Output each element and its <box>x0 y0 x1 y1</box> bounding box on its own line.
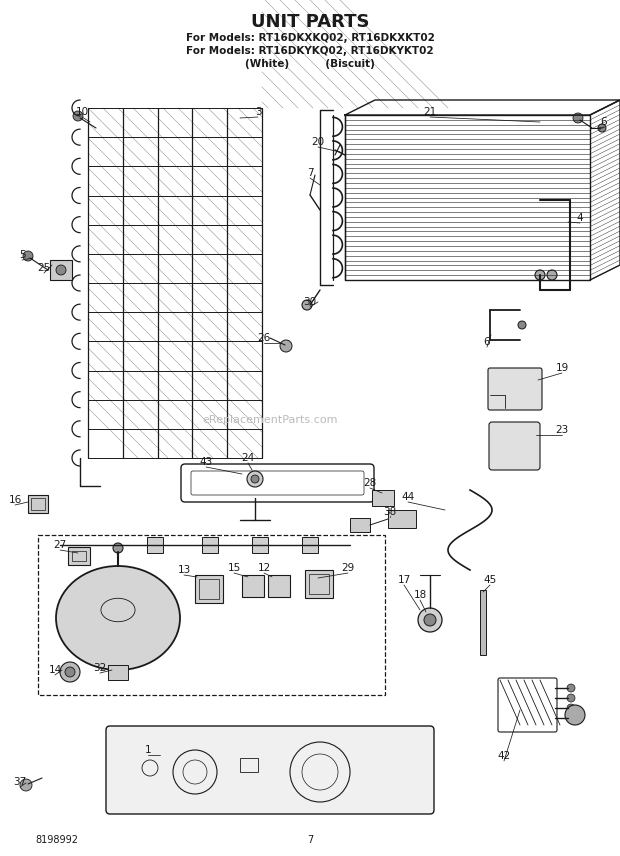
Text: 43: 43 <box>200 457 213 467</box>
Bar <box>480 590 486 655</box>
Text: 13: 13 <box>177 565 190 575</box>
Text: 25: 25 <box>37 263 51 273</box>
Circle shape <box>65 667 75 677</box>
Text: 42: 42 <box>497 751 511 761</box>
Circle shape <box>60 662 80 682</box>
FancyBboxPatch shape <box>488 368 542 410</box>
Text: 6: 6 <box>601 117 608 127</box>
Bar <box>388 510 416 528</box>
Ellipse shape <box>56 566 180 670</box>
Bar <box>31 498 45 510</box>
Bar <box>68 547 90 565</box>
Bar <box>305 570 333 598</box>
Text: 38: 38 <box>383 507 397 517</box>
Text: 29: 29 <box>342 563 355 573</box>
Bar <box>268 575 290 597</box>
Text: UNIT PARTS: UNIT PARTS <box>250 13 370 31</box>
Circle shape <box>418 608 442 632</box>
Text: 12: 12 <box>257 563 270 573</box>
Bar <box>309 574 329 594</box>
Circle shape <box>518 321 526 329</box>
Text: 37: 37 <box>14 777 27 787</box>
Circle shape <box>20 779 32 791</box>
Bar <box>202 537 218 553</box>
Bar <box>350 518 370 532</box>
Circle shape <box>56 265 66 275</box>
Text: 20: 20 <box>311 137 324 147</box>
Circle shape <box>567 684 575 692</box>
Text: 23: 23 <box>556 425 569 435</box>
Bar <box>345 115 590 280</box>
FancyBboxPatch shape <box>489 422 540 470</box>
Circle shape <box>247 471 263 487</box>
Bar <box>38 535 385 695</box>
Text: 1: 1 <box>144 745 151 755</box>
Text: For Models: RT16DKXKQ02, RT16DKXKT02: For Models: RT16DKXKQ02, RT16DKXKT02 <box>185 33 435 43</box>
Circle shape <box>565 705 585 725</box>
Bar <box>72 551 86 561</box>
Circle shape <box>547 270 557 280</box>
Text: 21: 21 <box>423 107 436 117</box>
Text: 7: 7 <box>307 168 313 178</box>
Text: 19: 19 <box>556 363 569 373</box>
Bar <box>240 758 258 772</box>
Circle shape <box>567 704 575 712</box>
Text: 44: 44 <box>401 492 415 502</box>
Bar <box>50 260 72 280</box>
Circle shape <box>535 270 545 280</box>
Text: 10: 10 <box>76 107 89 117</box>
FancyBboxPatch shape <box>106 726 434 814</box>
Text: eReplacementParts.com: eReplacementParts.com <box>202 415 338 425</box>
Circle shape <box>567 714 575 722</box>
Bar <box>252 537 268 553</box>
Text: For Models: RT16DKYKQ02, RT16DKYKT02: For Models: RT16DKYKQ02, RT16DKYKT02 <box>186 46 434 56</box>
Text: 30: 30 <box>303 297 317 307</box>
Text: 26: 26 <box>257 333 270 343</box>
Circle shape <box>567 694 575 702</box>
Text: 24: 24 <box>241 453 255 463</box>
Text: 5: 5 <box>19 250 25 260</box>
Bar <box>372 490 394 506</box>
Text: 15: 15 <box>228 563 241 573</box>
Text: 17: 17 <box>397 575 410 585</box>
Text: 8198992: 8198992 <box>35 835 78 845</box>
Bar <box>28 495 48 513</box>
Text: (White)          (Biscuit): (White) (Biscuit) <box>245 59 375 69</box>
Bar <box>199 579 219 599</box>
Text: 45: 45 <box>484 575 497 585</box>
Circle shape <box>424 614 436 626</box>
Text: 27: 27 <box>53 540 66 550</box>
Circle shape <box>251 475 259 483</box>
Circle shape <box>598 124 606 132</box>
Bar <box>302 537 318 553</box>
Text: 32: 32 <box>94 663 107 673</box>
Text: 16: 16 <box>9 495 22 505</box>
Text: 3: 3 <box>255 107 261 117</box>
Circle shape <box>23 251 33 261</box>
Text: 14: 14 <box>48 665 61 675</box>
Text: 4: 4 <box>577 213 583 223</box>
Bar <box>147 537 163 553</box>
Bar <box>108 665 128 680</box>
Text: 6: 6 <box>484 337 490 347</box>
Circle shape <box>302 300 312 310</box>
Text: 18: 18 <box>414 590 427 600</box>
Text: 28: 28 <box>363 478 376 488</box>
Bar <box>195 575 223 603</box>
Circle shape <box>113 543 123 553</box>
Bar <box>242 575 264 597</box>
Text: 7: 7 <box>307 835 313 845</box>
Circle shape <box>73 111 83 121</box>
Circle shape <box>573 113 583 123</box>
Circle shape <box>280 340 292 352</box>
